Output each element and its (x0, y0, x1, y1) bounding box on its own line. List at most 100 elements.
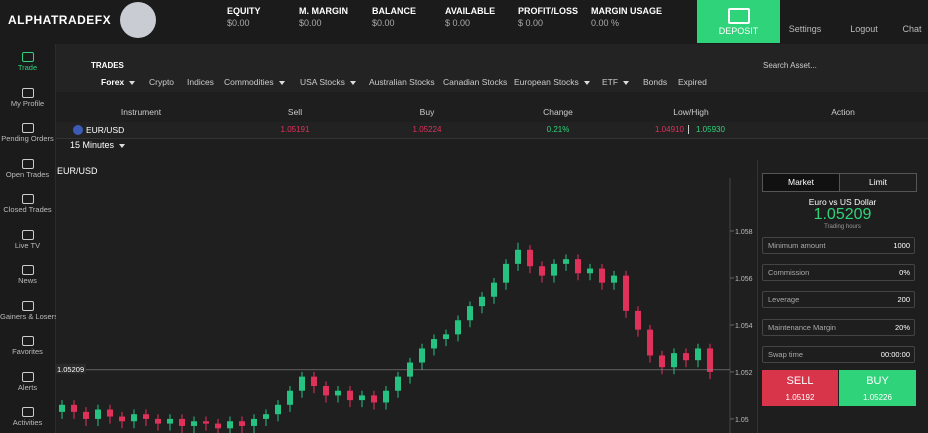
nav-item[interactable]: Open Trades (5, 169, 50, 179)
order-field[interactable] (762, 318, 915, 336)
nav-icon[interactable] (22, 123, 34, 133)
settings-button[interactable]: Settings (788, 24, 822, 34)
nav-icon[interactable] (22, 194, 34, 204)
cell-change: 0.21% (546, 125, 570, 134)
asset-tab[interactable]: Bonds (643, 77, 667, 87)
sell-price[interactable]: 1.05192 (785, 393, 815, 402)
tab-label[interactable]: Indices (187, 77, 214, 87)
candle-body (539, 266, 545, 276)
candle-body (455, 320, 461, 335)
nav-item[interactable]: Live TV (14, 240, 41, 250)
nav-item[interactable]: My Profile (10, 98, 45, 108)
candle-body (671, 353, 677, 368)
candle-body (527, 249, 533, 267)
buy-button[interactable] (839, 370, 916, 406)
timeframe-select[interactable]: 15 Minutes (70, 140, 126, 150)
asset-tab[interactable]: Canadian Stocks (443, 77, 507, 87)
field-value[interactable]: 1000 (893, 241, 910, 250)
asset-tab[interactable]: USA Stocks (300, 77, 356, 87)
asset-tab[interactable]: Expired (678, 77, 707, 87)
candle-body (95, 409, 101, 419)
candle-body (119, 416, 125, 422)
stat-label: MARGIN USAGE (591, 6, 663, 16)
tab-label[interactable]: USA Stocks (300, 77, 345, 87)
nav-icon[interactable] (22, 158, 34, 169)
asset-tab[interactable]: Indices (187, 77, 214, 87)
tab-label[interactable]: Commodities (224, 77, 274, 87)
buy-price[interactable]: 1.05226 (863, 393, 892, 402)
candle-body (395, 376, 401, 391)
field-value[interactable]: 20% (894, 322, 910, 332)
nav-icon[interactable] (22, 52, 34, 62)
asset-tab[interactable]: Forex (101, 77, 136, 87)
candle-body (287, 390, 293, 405)
nav-icon[interactable] (22, 300, 34, 311)
deposit-icon (728, 8, 750, 24)
order-field[interactable] (762, 291, 915, 309)
tab-label[interactable]: Expired (678, 77, 707, 87)
candle-body (443, 334, 449, 340)
logo: ALPHATRADEFX (8, 13, 112, 27)
field-label: Swap time (768, 349, 804, 359)
tab-label[interactable]: ETF (602, 77, 619, 87)
timeframe-label[interactable]: 15 Minutes (70, 140, 115, 150)
nav-item[interactable]: Alerts (17, 382, 38, 392)
nav-icon[interactable] (22, 87, 34, 98)
search-input[interactable]: Search Asset... (763, 61, 817, 70)
chart-symbol: EUR/USD (57, 166, 98, 176)
nav-item[interactable]: Pending Orders (1, 134, 54, 143)
field-value[interactable]: 0% (899, 268, 910, 278)
nav-item[interactable]: News (18, 276, 37, 285)
order-field[interactable] (762, 345, 915, 363)
tab-label[interactable]: Forex (101, 77, 125, 87)
stat-value: 0.00 % (591, 18, 620, 28)
column-header: Instrument (120, 107, 162, 117)
nav-icon[interactable] (22, 336, 34, 346)
nav-icon[interactable] (22, 407, 34, 417)
tab-label[interactable]: Canadian Stocks (443, 77, 508, 87)
tab-label[interactable]: Bonds (643, 77, 668, 87)
field-value[interactable]: 200 (897, 295, 910, 305)
deposit-button[interactable] (697, 0, 780, 43)
candle-body (659, 355, 665, 368)
field-value[interactable]: 00:00:00 (880, 349, 910, 359)
buy-label[interactable]: BUY (866, 375, 889, 387)
nav-item[interactable]: Activities (12, 418, 43, 427)
candle-body (263, 414, 269, 419)
nav-item[interactable]: Favorites (12, 347, 43, 356)
trading-hours: Trading hours (824, 224, 861, 230)
stat-label: PROFIT/LOSS (518, 6, 579, 16)
field-label: Leverage (768, 295, 800, 305)
tab-label[interactable]: Australian Stocks (369, 77, 435, 87)
order-field[interactable] (762, 264, 915, 282)
nav-item[interactable]: Closed Trades (3, 205, 52, 214)
field-label: Maintenance Margin (768, 322, 836, 332)
limit-tab[interactable]: Limit (839, 173, 917, 192)
y-tick-label: 1.056 (735, 276, 753, 283)
asset-tab[interactable]: European Stocks (514, 77, 590, 87)
sell-button[interactable] (762, 370, 838, 406)
logout-button[interactable]: Logout (850, 24, 878, 34)
candle-body (179, 418, 185, 426)
nav-icon[interactable] (22, 229, 34, 240)
order-field[interactable] (762, 237, 915, 254)
sell-label[interactable]: SELL (786, 375, 814, 387)
chat-button[interactable]: Chat (902, 24, 922, 34)
asset-tab[interactable]: ETF (602, 77, 630, 87)
asset-tab[interactable]: Crypto (149, 77, 174, 87)
nav-item[interactable]: Gainers & Losers (0, 311, 58, 321)
tab-label[interactable]: Crypto (149, 77, 175, 87)
asset-tab[interactable]: Commodities (224, 77, 285, 87)
nav-icon[interactable] (22, 265, 34, 275)
nav-icon[interactable] (22, 371, 34, 382)
asset-tab[interactable]: Australian Stocks (369, 77, 435, 87)
tab-label[interactable]: European Stocks (514, 77, 579, 87)
table-row[interactable] (56, 122, 928, 139)
candle-body (695, 348, 701, 361)
cell-instrument[interactable]: EUR/USD (86, 125, 125, 135)
deposit-label[interactable]: DEPOSIT (718, 26, 759, 36)
nav-item[interactable]: Trade (17, 63, 38, 72)
stat-label: BALANCE (372, 6, 416, 16)
